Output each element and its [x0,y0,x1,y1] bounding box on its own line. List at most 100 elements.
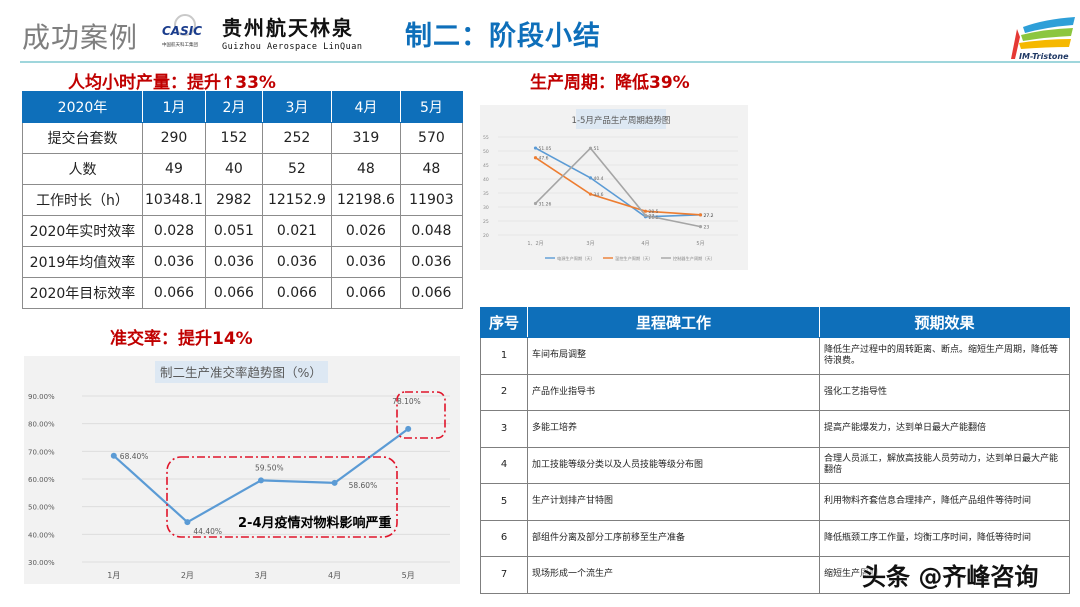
rate-title: 准交率：提升14% [110,329,253,349]
svg-text:27.2: 27.2 [704,213,714,219]
svg-text:制二生产准交率趋势图（%）: 制二生产准交率趋势图（%） [160,365,322,380]
epidemic-annotation: 2-4月疫情对物料影响严重 [238,516,392,531]
column-header-effect: 预期效果 [819,307,1070,338]
cell: 0.036 [204,246,263,278]
cell: 0.066 [399,277,463,309]
cell: 10348.1 [142,184,206,216]
milestone-work: 多能工培养 [527,410,820,448]
rate-trend-chart: 制二生产准交率趋势图（%） 30.00% 40.00% 50.00% 60.00% 70.… [24,356,460,584]
table-row: 5 生产计划排产甘特图 利用物料齐套信息合理排产，降低产品组件等待时间 [480,483,1070,521]
rate-chart-canvas: 制二生产准交率趋势图（%） 30.00% 40.00% 50.00% 60.00% 70.… [28,361,450,580]
column-header-work: 里程碑工作 [527,307,820,338]
company-name-en: Guizhou Aerospace LinQuan [222,42,363,52]
table-header-row: 序号 里程碑工作 预期效果 [480,307,1070,338]
svg-text:34.6: 34.6 [594,192,604,198]
cell: 0.036 [399,246,463,278]
milestone-work: 产品作业指导书 [527,373,820,411]
cell: 0.036 [261,246,332,278]
svg-text:50.00%: 50.00% [28,504,55,512]
cycle-title: 生产周期：降低39% [530,73,690,93]
row-label: 提交台套数 [22,122,143,154]
cell: 0.051 [204,215,263,247]
svg-text:78.10%: 78.10% [392,397,421,406]
table-row: 7 现场形成一个流生产 缩短生产周期 [480,556,1070,594]
table-row: 3 多能工培养 提高产能爆发力，达到单日最大产能翻倍 [480,410,1070,448]
svg-text:44.40%: 44.40% [193,527,222,536]
column-header: 2月 [204,91,263,123]
cell: 11903 [399,184,463,216]
cell: 48 [399,153,463,185]
svg-text:45: 45 [483,163,489,169]
row-label: 2019年均值效率 [22,246,143,278]
row-label: 工作时长（h） [22,184,143,216]
cycle-chart-canvas: 1-5月产品生产周期趋势图 20 25 30 35 40 45 50 55 1、2月 3月 4月 5月 5… [483,109,738,262]
row-number: 7 [480,556,528,594]
svg-text:58.60%: 58.60% [349,481,378,490]
tristone-stripes-icon [1011,17,1075,59]
casic-mark: CASIC [162,24,203,38]
svg-text:70.00%: 70.00% [28,448,55,456]
cycle-trend-chart: 1-5月产品生产周期趋势图 20 25 30 35 40 45 50 55 1、2月 3月 4月 5月 5… [480,105,748,270]
cell: 0.066 [204,277,263,309]
table-row: 2020年实时效率 0.028 0.051 0.021 0.026 0.048 [22,215,463,247]
svg-text:3月: 3月 [254,571,267,580]
watermark: 头条 @齐峰咨询 [862,563,1039,591]
header-divider [20,61,1080,63]
efficiency-table: 2020年 1月 2月 3月 4月 5月 提交台套数 290 152 252 3… [22,91,463,309]
svg-text:47.6: 47.6 [539,156,549,162]
expected-effect: 降低生产过程中的周转距离、断点。缩短生产周期，降低等待浪费。 [819,337,1070,375]
cell: 0.026 [330,215,401,247]
expected-effect: 降低瓶颈工序工作量，均衡工序时间，降低等待时间 [819,519,1070,557]
svg-text:40: 40 [483,177,489,183]
svg-text:60.00%: 60.00% [28,476,55,484]
svg-text:控制器生产周期（天）: 控制器生产周期（天） [673,255,715,262]
svg-text:40.4: 40.4 [594,176,604,182]
casic-ring-icon [174,14,196,36]
cell: 12198.6 [330,184,401,216]
svg-text:51.05: 51.05 [539,146,552,152]
cell: 0.066 [142,277,206,309]
row-number: 4 [480,446,528,484]
table-row: 2 产品作业指导书 强化工艺指导性 [480,373,1070,411]
svg-text:2月: 2月 [181,571,194,580]
cell: 0.028 [142,215,206,247]
svg-text:50: 50 [483,149,489,155]
company-name-cn: 贵州航天林泉 [222,16,354,40]
row-label: 2020年目标效率 [22,277,143,309]
tristone-label: IM-Tristone [1019,52,1069,61]
svg-text:20: 20 [483,233,489,239]
cell: 0.066 [261,277,332,309]
svg-text:4月: 4月 [328,571,341,580]
cell: 52 [261,153,332,185]
cell: 2982 [204,184,263,216]
row-number: 5 [480,483,528,521]
efficiency-title: 人均小时产量：提升↑33% [68,73,276,93]
table-header-row: 2020年 1月 2月 3月 4月 5月 [22,91,463,123]
svg-text:80.00%: 80.00% [28,421,55,429]
row-label: 2020年实时效率 [22,215,143,247]
table-row: 4 加工技能等级分类以及人员技能等级分布图 合理人员派工，解放高技能人员劳动力，… [480,446,1070,484]
svg-text:1-5月产品生产周期趋势图: 1-5月产品生产周期趋势图 [572,115,671,126]
cell: 0.048 [399,215,463,247]
row-number: 2 [480,373,528,411]
row-number: 6 [480,519,528,557]
cell: 0.036 [142,246,206,278]
table-row: 1 车间布局调整 降低生产过程中的周转距离、断点。缩短生产周期，降低等待浪费。 [480,337,1070,375]
svg-text:1、2月: 1、2月 [527,241,543,247]
svg-text:51: 51 [594,146,600,152]
svg-text:55: 55 [483,135,489,141]
milestone-work: 部组件分离及部分工序前移至生产准备 [527,519,820,557]
table-row: 6 部组件分离及部分工序前移至生产准备 降低瓶颈工序工作量，均衡工序时间，降低等… [480,519,1070,557]
table-row: 2020年目标效率 0.066 0.066 0.066 0.066 0.066 [22,277,463,309]
svg-text:27: 27 [649,213,655,219]
company-logo: 贵州航天林泉 Guizhou Aerospace LinQuan [222,12,362,52]
row-number: 3 [480,410,528,448]
tristone-logo: IM-Tristone [1005,15,1077,65]
row-number: 1 [480,337,528,375]
svg-text:5月: 5月 [402,571,415,580]
svg-text:40.00%: 40.00% [28,531,55,539]
svg-text:30.00%: 30.00% [28,559,55,567]
svg-text:1月: 1月 [107,571,120,580]
column-header: 5月 [399,91,463,123]
cell: 152 [204,122,263,154]
